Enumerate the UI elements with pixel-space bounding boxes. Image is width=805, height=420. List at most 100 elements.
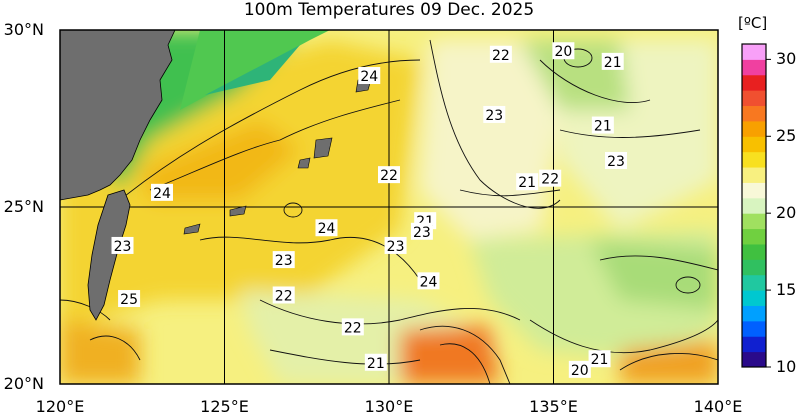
contour-label-text: 22 <box>492 48 510 64</box>
map-title: 100m Temperatures 09 Dec. 2025 <box>243 0 535 20</box>
contour-label-text: 23 <box>485 108 503 124</box>
contour-label-bg <box>378 166 400 184</box>
lat-tick-label: 20°N <box>3 374 44 393</box>
contour-label-text: 23 <box>114 239 132 255</box>
warm-region-sw <box>60 320 140 384</box>
contour-label: 23 <box>384 236 407 255</box>
lat-tick-label: 25°N <box>3 197 44 216</box>
contour-label: 20 <box>552 42 575 60</box>
contour-label: 23 <box>483 105 506 124</box>
contour-label-bg <box>591 116 614 134</box>
lon-tick-label: 125°E <box>200 397 249 416</box>
colorbar-swatch <box>742 151 766 168</box>
colorbar-swatch <box>742 74 766 91</box>
china-mainland <box>60 30 176 201</box>
contour-label-bg <box>341 318 364 336</box>
contour-label-bg <box>588 350 611 368</box>
colorbar-tick-label: 20 <box>776 203 797 223</box>
colorbar-swatch <box>742 59 766 76</box>
contour-label-bg <box>417 272 440 290</box>
contour-label-text: 24 <box>153 186 171 202</box>
colorbar-swatch <box>742 213 766 230</box>
colorbar-swatch <box>742 351 766 368</box>
contour-label-bg <box>605 151 628 169</box>
contour-label-text: 24 <box>360 69 378 85</box>
colorbar-tick-label: 30 <box>776 49 797 69</box>
contour-label-text: 23 <box>387 239 405 255</box>
contour-label-bg <box>111 236 134 254</box>
contour-label-bg <box>568 360 591 378</box>
colorbar-swatch <box>742 305 766 322</box>
contour-label-text: 23 <box>607 154 625 170</box>
taiwan <box>87 189 131 321</box>
contour-label-bg <box>552 42 575 60</box>
contour-label-text: 22 <box>541 172 559 188</box>
graticule <box>60 30 718 384</box>
contour-label-bg <box>364 353 387 371</box>
colorbar-tick-label: 10 <box>776 357 797 376</box>
contour-label-bg <box>489 45 512 63</box>
contour-label-text: 24 <box>420 274 438 290</box>
contour-label-bg <box>315 219 338 237</box>
colorbar-swatch <box>742 259 766 276</box>
colorbar-swatch <box>742 290 766 306</box>
colorbar-swatch <box>742 197 766 214</box>
contour-label-text: 22 <box>344 320 362 336</box>
contour-label: 22 <box>272 286 295 305</box>
colorbar-swatch <box>742 120 766 137</box>
shelf-green <box>180 30 330 110</box>
warm-27-region-s <box>400 325 500 384</box>
contour-label-bg <box>358 67 381 85</box>
colorbar-swatch <box>742 90 766 107</box>
contour-label: 24 <box>358 67 381 85</box>
map-area <box>60 30 718 384</box>
contour-label: 24 <box>315 219 338 237</box>
contour-label-text: 23 <box>413 225 431 241</box>
contour-label-bg <box>272 286 295 304</box>
contour-label: 21 <box>601 52 624 71</box>
colorbar-swatch <box>742 228 766 245</box>
contour-label-text: 22 <box>380 168 398 184</box>
colorbar-swatch <box>742 44 766 60</box>
lon-tick-label: 135°E <box>529 397 578 416</box>
contour-label: 21 <box>516 173 539 191</box>
contour-label-text: 20 <box>554 44 572 60</box>
contour-label-bg <box>516 173 539 191</box>
temperature-field <box>60 30 718 384</box>
contour-label-text: 23 <box>275 253 293 269</box>
contour-label-text: 21 <box>591 352 609 368</box>
contour-label-text: 25 <box>120 292 138 308</box>
colorbar-swatch <box>742 274 766 291</box>
contour-label: 22 <box>378 166 400 184</box>
contour-label-bg <box>483 105 506 123</box>
contour-label: 24 <box>150 183 173 202</box>
contour-label: 21 <box>588 350 611 368</box>
contour-label: 22 <box>539 169 562 188</box>
contour-label-bg <box>601 52 624 70</box>
colorbar-tick-label: 15 <box>776 280 797 300</box>
contour-label-bg <box>539 169 562 187</box>
contour-label-bg <box>272 251 295 269</box>
contour-label: 24 <box>417 272 440 290</box>
contour-label-bg <box>410 222 433 240</box>
lon-tick-label: 140°E <box>693 397 743 416</box>
lon-tick-label: 130°E <box>364 397 414 416</box>
colorbar-swatch <box>742 136 766 153</box>
warm-25-region <box>140 120 300 200</box>
contour-label-text: 20 <box>571 363 589 379</box>
lon-tick-label: 120°E <box>35 397 85 416</box>
contour-label-bg <box>384 236 407 254</box>
colorbar-frame <box>741 43 767 368</box>
contour-label: 21 <box>591 116 614 135</box>
contour-label-bg <box>118 290 141 308</box>
contour-label: 22 <box>489 45 512 64</box>
colorbar-swatch <box>742 167 766 183</box>
contour-label-text: 21 <box>604 55 622 71</box>
colorbar-swatch <box>742 320 766 337</box>
contour-label-text: 21 <box>594 119 612 135</box>
colorbar-tick-label: 25 <box>776 126 797 146</box>
contour-label: 22 <box>341 318 364 336</box>
contour-label-text: 21 <box>367 356 385 372</box>
